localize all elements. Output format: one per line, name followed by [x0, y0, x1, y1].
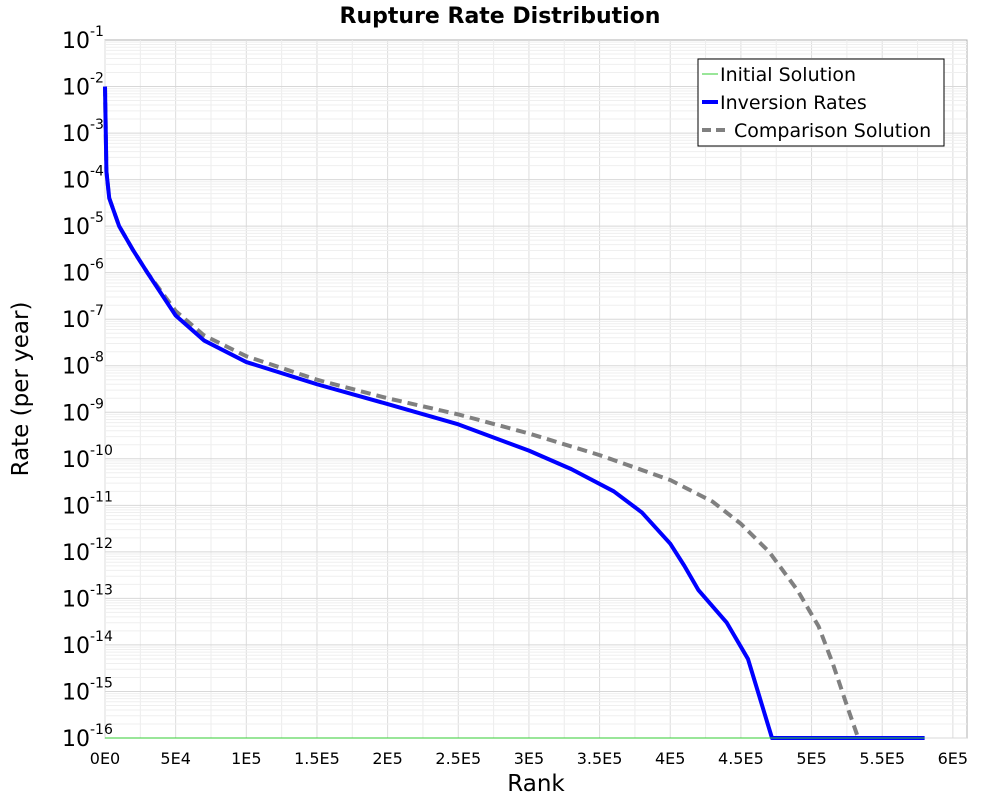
y-tick-base: 10 — [62, 355, 90, 380]
x-tick-label: 2E5 — [372, 749, 402, 768]
y-tick-exponent: -1 — [90, 24, 104, 40]
y-tick-label: 10 -13 — [62, 582, 113, 612]
y-tick-exponent: -5 — [90, 210, 104, 226]
y-tick-exponent: -16 — [90, 722, 113, 738]
y-tick-base: 10 — [62, 448, 90, 473]
legend: Initial Solution Inversion Rates Compari… — [697, 58, 945, 147]
x-tick-label: 4E5 — [655, 749, 685, 768]
x-tick-labels: 0E0 5E4 1E5 1.5E5 2E5 2.5E5 3E5 3.5E5 4E5 4.5E5 5E… — [90, 749, 968, 768]
x-tick-label: 5.5E5 — [859, 749, 905, 768]
y-tick-exponent: -11 — [90, 489, 113, 505]
y-tick-exponent: -15 — [90, 675, 113, 691]
y-tick-base: 10 — [62, 122, 90, 147]
y-tick-label: 10 -6 — [62, 257, 104, 287]
x-tick-label: 5E5 — [796, 749, 826, 768]
legend-label-inversion-rates: Inversion Rates — [720, 92, 867, 114]
x-tick-label: 3E5 — [514, 749, 544, 768]
y-tick-base: 10 — [62, 169, 90, 194]
x-tick-label: 5E4 — [160, 749, 190, 768]
x-tick-label: 6E5 — [938, 749, 968, 768]
y-tick-exponent: -9 — [90, 396, 104, 412]
y-tick-base: 10 — [62, 587, 90, 612]
series-line-inversion-rates — [103, 86, 925, 740]
y-tick-label: 10 -3 — [62, 117, 104, 147]
y-tick-label: 10 -4 — [62, 164, 104, 194]
y-tick-label: 10 -12 — [62, 536, 113, 566]
y-tick-label: 10 -10 — [62, 443, 113, 473]
y-tick-label: 10 -7 — [62, 303, 104, 333]
y-tick-exponent: -14 — [90, 629, 113, 645]
y-tick-label: 10 -5 — [62, 210, 104, 240]
y-tick-labels: 10 -110 -210 -310 -410 -510 -610 -710 -810 -910 -1… — [62, 24, 113, 752]
y-tick-exponent: -3 — [90, 117, 104, 133]
x-tick-label: 1.5E5 — [294, 749, 340, 768]
x-tick-label: 3.5E5 — [577, 749, 623, 768]
y-tick-label: 10 -15 — [62, 675, 113, 705]
grid — [104, 40, 967, 739]
y-tick-base: 10 — [62, 680, 90, 705]
y-tick-base: 10 — [62, 727, 90, 752]
y-tick-exponent: -7 — [90, 303, 104, 319]
y-tick-label: 10 -11 — [62, 489, 113, 519]
legend-label-initial-solution: Initial Solution — [720, 64, 856, 86]
y-tick-base: 10 — [62, 215, 90, 240]
series-layer — [103, 86, 925, 740]
y-tick-exponent: -4 — [90, 164, 104, 180]
y-tick-exponent: -8 — [90, 350, 104, 366]
y-tick-label: 10 -14 — [62, 629, 113, 659]
y-tick-label: 10 -1 — [62, 24, 104, 54]
y-tick-base: 10 — [62, 76, 90, 101]
y-tick-label: 10 -9 — [62, 396, 104, 426]
plot-area — [104, 39, 968, 739]
y-tick-exponent: -10 — [90, 443, 113, 459]
y-tick-exponent: -13 — [90, 582, 113, 598]
y-tick-exponent: -2 — [90, 71, 104, 87]
y-tick-base: 10 — [62, 308, 90, 333]
x-tick-label: 1E5 — [231, 749, 261, 768]
y-tick-base: 10 — [62, 634, 90, 659]
x-axis-label: Rank — [507, 771, 565, 797]
y-axis-label: Rate (per year) — [8, 302, 34, 477]
y-tick-base: 10 — [62, 29, 90, 54]
x-tick-label: 4.5E5 — [718, 749, 764, 768]
y-tick-label: 10 -2 — [62, 71, 104, 101]
x-tick-label: 2.5E5 — [435, 749, 481, 768]
legend-box — [697, 58, 945, 147]
y-tick-base: 10 — [62, 494, 90, 519]
y-tick-label: 10 -8 — [62, 350, 104, 380]
y-tick-exponent: -6 — [90, 257, 104, 273]
y-tick-base: 10 — [62, 401, 90, 426]
y-tick-base: 10 — [62, 541, 90, 566]
y-tick-exponent: -12 — [90, 536, 113, 552]
chart-title: Rupture Rate Distribution — [340, 4, 661, 29]
y-tick-base: 10 — [62, 262, 90, 287]
y-tick-label: 10 -16 — [62, 722, 113, 752]
x-tick-label: 0E0 — [90, 749, 120, 768]
legend-label-comparison-solution: Comparison Solution — [734, 120, 931, 142]
